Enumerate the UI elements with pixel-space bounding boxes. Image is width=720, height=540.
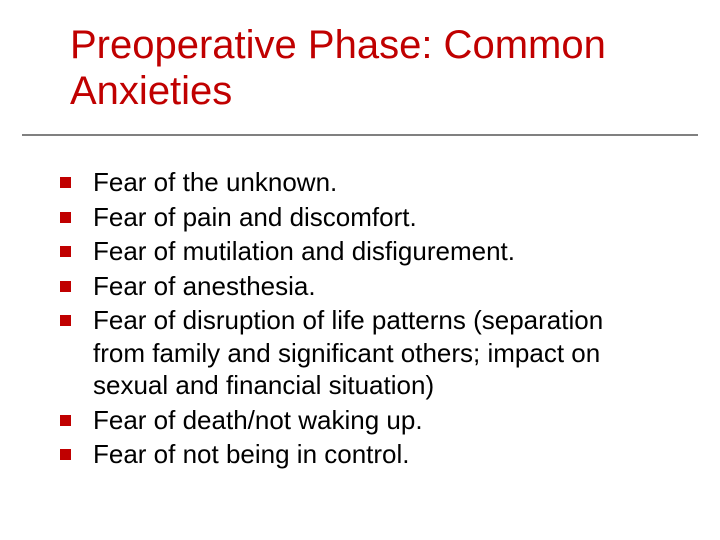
bullet-icon bbox=[60, 449, 71, 460]
bullet-text: Fear of mutilation and disfigurement. bbox=[93, 235, 660, 268]
list-item: Fear of mutilation and disfigurement. bbox=[60, 235, 660, 268]
bullet-text: Fear of anesthesia. bbox=[93, 270, 660, 303]
bullet-icon bbox=[60, 212, 71, 223]
bullet-text: Fear of disruption of life patterns (sep… bbox=[93, 304, 660, 402]
bullet-text: Fear of pain and discomfort. bbox=[93, 201, 660, 234]
list-item: Fear of death/not waking up. bbox=[60, 404, 660, 437]
list-item: Fear of the unknown. bbox=[60, 166, 660, 199]
bullet-text: Fear of not being in control. bbox=[93, 438, 660, 471]
bullet-icon bbox=[60, 315, 71, 326]
bullet-text: Fear of the unknown. bbox=[93, 166, 660, 199]
list-item: Fear of anesthesia. bbox=[60, 270, 660, 303]
bullet-text: Fear of death/not waking up. bbox=[93, 404, 660, 437]
list-item: Fear of disruption of life patterns (sep… bbox=[60, 304, 660, 402]
list-item: Fear of not being in control. bbox=[60, 438, 660, 471]
title-block: Preoperative Phase: Common Anxieties bbox=[70, 22, 650, 114]
body-block: Fear of the unknown. Fear of pain and di… bbox=[60, 166, 660, 473]
slide: Preoperative Phase: Common Anxieties Fea… bbox=[0, 0, 720, 540]
bullet-icon bbox=[60, 281, 71, 292]
title-underline bbox=[22, 134, 698, 136]
slide-title: Preoperative Phase: Common Anxieties bbox=[70, 22, 650, 114]
bullet-icon bbox=[60, 177, 71, 188]
list-item: Fear of pain and discomfort. bbox=[60, 201, 660, 234]
bullet-icon bbox=[60, 246, 71, 257]
bullet-icon bbox=[60, 415, 71, 426]
